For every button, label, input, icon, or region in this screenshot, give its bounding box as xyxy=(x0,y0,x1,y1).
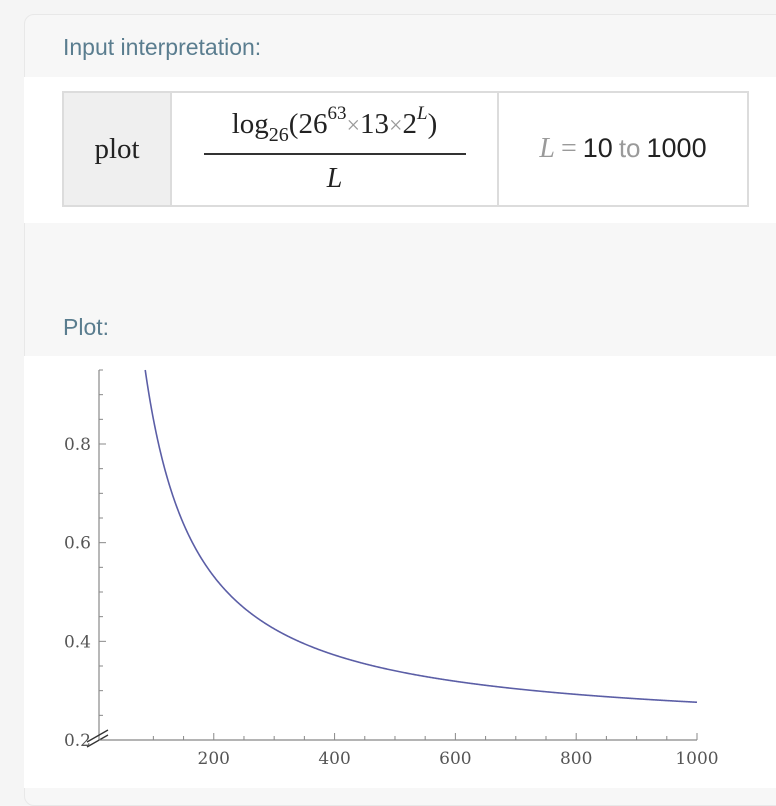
y-axis-break-mark xyxy=(86,734,109,748)
power-base: 26 xyxy=(298,108,328,140)
fraction-denominator: L xyxy=(326,163,343,194)
series-line xyxy=(144,369,698,704)
fraction: log26(2663×13×2L) L xyxy=(203,103,466,195)
x-tick-label: 800 xyxy=(560,749,592,769)
plot-pod xyxy=(24,356,776,788)
power-exponent: 63 xyxy=(327,103,347,124)
range-start: 10 xyxy=(582,133,613,163)
close-paren: ) xyxy=(427,108,438,140)
range-equals: = xyxy=(560,133,577,164)
y-tick-label: 0.6 xyxy=(64,534,91,554)
y-axis-break-mark xyxy=(86,729,109,743)
range-variable: L xyxy=(539,133,555,164)
fraction-numerator: log26(2663×13×2L) xyxy=(230,103,440,153)
range-end: 1000 xyxy=(646,133,707,163)
chart-tick-labels: 200 400 600 800 1000 0.2 0.4 0.6 0.8 xyxy=(64,435,719,769)
log-base: 26 xyxy=(268,124,289,146)
plot-command-label: plot xyxy=(94,132,140,165)
input-interpretation-table: plot log26(2663×13×2L) L L = 10 to 1000 xyxy=(62,91,749,207)
y-tick-label: 0.4 xyxy=(64,632,91,652)
two-base: 2 xyxy=(402,108,418,140)
x-tick-label: 400 xyxy=(318,749,350,769)
expression-cell: log26(2663×13×2L) L xyxy=(170,91,499,207)
range-cell: L = 10 to 1000 xyxy=(497,91,749,207)
plot-chart: 200 400 600 800 1000 0.2 0.4 0.6 0.8 xyxy=(64,369,719,769)
plot-command-cell: plot xyxy=(62,91,172,207)
times-operator: × xyxy=(388,113,403,139)
y-tick-label: 0.8 xyxy=(64,435,91,455)
fraction-bar xyxy=(203,153,466,155)
input-interpretation-title: Input interpretation: xyxy=(63,34,262,60)
chart-axes xyxy=(86,370,697,748)
plot-title: Plot: xyxy=(63,314,110,340)
x-tick-label: 600 xyxy=(439,749,471,769)
factor: 13 xyxy=(359,108,389,140)
x-tick-label: 1000 xyxy=(675,749,718,769)
x-tick-label: 200 xyxy=(198,749,230,769)
open-paren: ( xyxy=(288,108,299,140)
variable-exponent: L xyxy=(417,103,428,124)
range-to: to xyxy=(618,133,641,163)
y-tick-label: 0.2 xyxy=(64,731,91,751)
times-operator: × xyxy=(346,113,360,139)
chart-ticks xyxy=(99,369,698,741)
log-text: log xyxy=(231,108,269,140)
